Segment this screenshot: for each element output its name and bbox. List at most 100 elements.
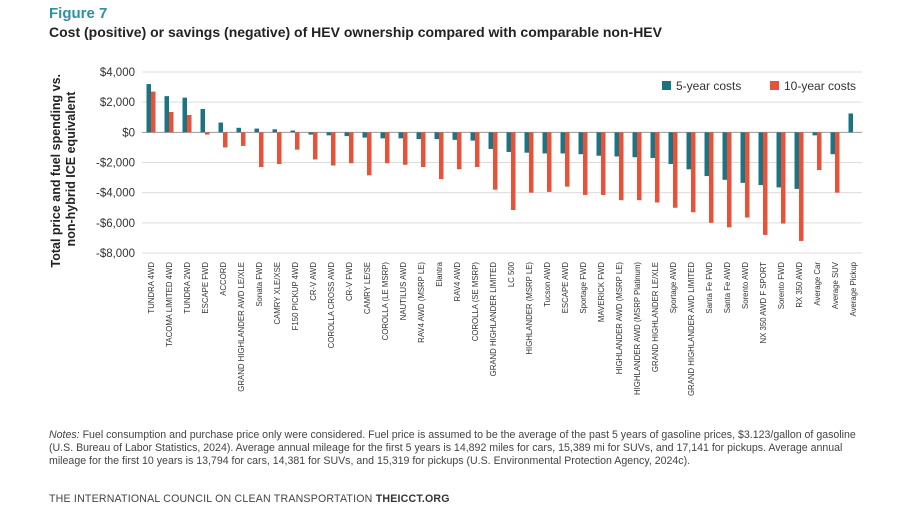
x-tick-label: HIGHLANDER AWD (MSRP LE) [615, 262, 624, 375]
bar-5yr [362, 132, 367, 138]
bar-5yr [776, 132, 781, 188]
x-tick-label: CR-V FWD [345, 262, 354, 301]
x-tick-label: Sportage AWD [669, 262, 678, 314]
footer-org: THE INTERNATIONAL COUNCIL ON CLEAN TRANS… [49, 493, 373, 505]
bar-5yr [488, 132, 493, 149]
legend-label: 10-year costs [784, 79, 856, 93]
figure-title: Cost (positive) or savings (negative) of… [49, 24, 662, 40]
chart-bars [146, 84, 853, 241]
y-tick-label: $2,000 [100, 97, 135, 109]
bar-5yr [758, 132, 763, 186]
x-tick-label: HIGHLANDER (MSRP LE) [525, 262, 534, 355]
bar-5yr [470, 132, 475, 141]
bar-10yr [367, 132, 372, 176]
y-tick-label: -$8,000 [96, 248, 135, 260]
bar-5yr [272, 129, 277, 133]
bar-5yr [524, 132, 529, 153]
legend-swatch [662, 81, 671, 90]
bar-5yr [830, 132, 835, 155]
x-tick-label: Elantra [435, 261, 444, 286]
y-tick-label: -$4,000 [96, 188, 135, 200]
bar-10yr [655, 132, 660, 203]
bar-10yr [277, 132, 282, 165]
bar-10yr [763, 132, 768, 235]
bar-5yr [434, 132, 439, 140]
bar-10yr [673, 132, 678, 208]
x-tick-label: Tucson AWD [543, 262, 552, 307]
y-axis-label: Total price and fuel spending vs. non-hy… [49, 70, 78, 267]
chart-legend: 5-year costs 10-year costs [662, 79, 856, 93]
bar-10yr [313, 132, 318, 160]
x-tick-label: Santa Fe AWD [723, 262, 732, 314]
bar-10yr [475, 132, 480, 168]
x-tick-label: Average SUV [831, 261, 840, 309]
bar-5yr [650, 132, 655, 158]
bar-10yr [241, 132, 246, 146]
x-tick-label: TACOMA LIMITED 4WD [165, 262, 174, 347]
bar-10yr [439, 132, 444, 180]
bar-5yr [218, 122, 223, 133]
bar-5yr [200, 108, 205, 133]
x-tick-label: LC 500 [507, 261, 516, 287]
bar-5yr [254, 128, 259, 133]
x-tick-label: COROLLA (LE MSRP) [381, 262, 390, 341]
bar-5yr [542, 132, 547, 154]
bar-5yr [416, 132, 421, 140]
x-tick-label: NX 350 AWD F SPORT [759, 262, 768, 344]
bar-5yr [704, 132, 709, 177]
footer: THE INTERNATIONAL COUNCIL ON CLEAN TRANS… [49, 493, 450, 505]
x-tick-label: ESCAPE AWD [561, 262, 570, 314]
bar-5yr [182, 97, 187, 133]
bar-10yr [259, 132, 264, 168]
bar-10yr [637, 132, 642, 201]
x-tick-label: GRAND HIGHLANDER LE/XLE [651, 262, 660, 372]
bar-5yr [812, 132, 817, 136]
x-tick-label: RX 350 AWD [795, 262, 804, 308]
footer-site: THEICCT.ORG [375, 493, 450, 505]
bar-10yr [691, 132, 696, 213]
bar-5yr [740, 132, 745, 183]
x-tick-label: ESCAPE FWD [201, 262, 210, 314]
y-tick-label: $4,000 [100, 67, 135, 79]
bar-10yr [835, 132, 840, 193]
bar-5yr [686, 132, 691, 170]
bar-5yr [596, 132, 601, 156]
bar-5yr [236, 127, 241, 133]
bar-10yr [583, 132, 588, 195]
bar-10yr [727, 132, 732, 228]
bar-10yr [745, 132, 750, 218]
x-tick-label: Santa Fe FWD [705, 262, 714, 314]
bar-5yr [560, 132, 565, 154]
x-tick-label: NAUTILUS AWD [399, 262, 408, 321]
x-tick-label: Average Pickup [849, 261, 858, 316]
bar-10yr [709, 132, 714, 223]
bar-5yr [452, 132, 457, 140]
x-tick-label: RAV4 AWD (MSRP LE) [417, 262, 426, 343]
bar-5yr [632, 132, 637, 158]
y-axis: $4,000 $2,000 $0 -$2,000 -$4,000 -$6,000 -$8,0… [96, 67, 135, 260]
y-tick-label: $0 [122, 127, 135, 139]
bar-10yr [457, 132, 462, 170]
x-tick-label: Sonata FWD [255, 262, 264, 307]
figure-label: Figure 7 [49, 5, 108, 22]
x-tick-label: Average Car [813, 262, 822, 306]
bar-10yr [421, 132, 426, 168]
bar-10yr [493, 132, 498, 190]
bar-5yr [578, 132, 583, 155]
bar-5yr [380, 132, 385, 139]
x-tick-label: TUNDRA 2WD [183, 262, 192, 314]
bar-10yr [385, 132, 390, 164]
x-tick-label: CAMRY LE/SE [363, 262, 372, 314]
bar-10yr [547, 132, 552, 192]
bar-5yr [506, 132, 511, 152]
bar-10yr [817, 132, 822, 171]
bar-5yr [722, 132, 727, 180]
bar-10yr [781, 132, 786, 224]
bar-5yr [326, 132, 331, 136]
bar-5yr [146, 84, 151, 133]
y-tick-label: -$6,000 [96, 218, 135, 230]
notes: Notes: Fuel consumption and purchase pri… [49, 429, 879, 469]
bar-10yr [295, 132, 300, 150]
bar-5yr [848, 113, 853, 133]
legend-swatch [770, 81, 779, 90]
